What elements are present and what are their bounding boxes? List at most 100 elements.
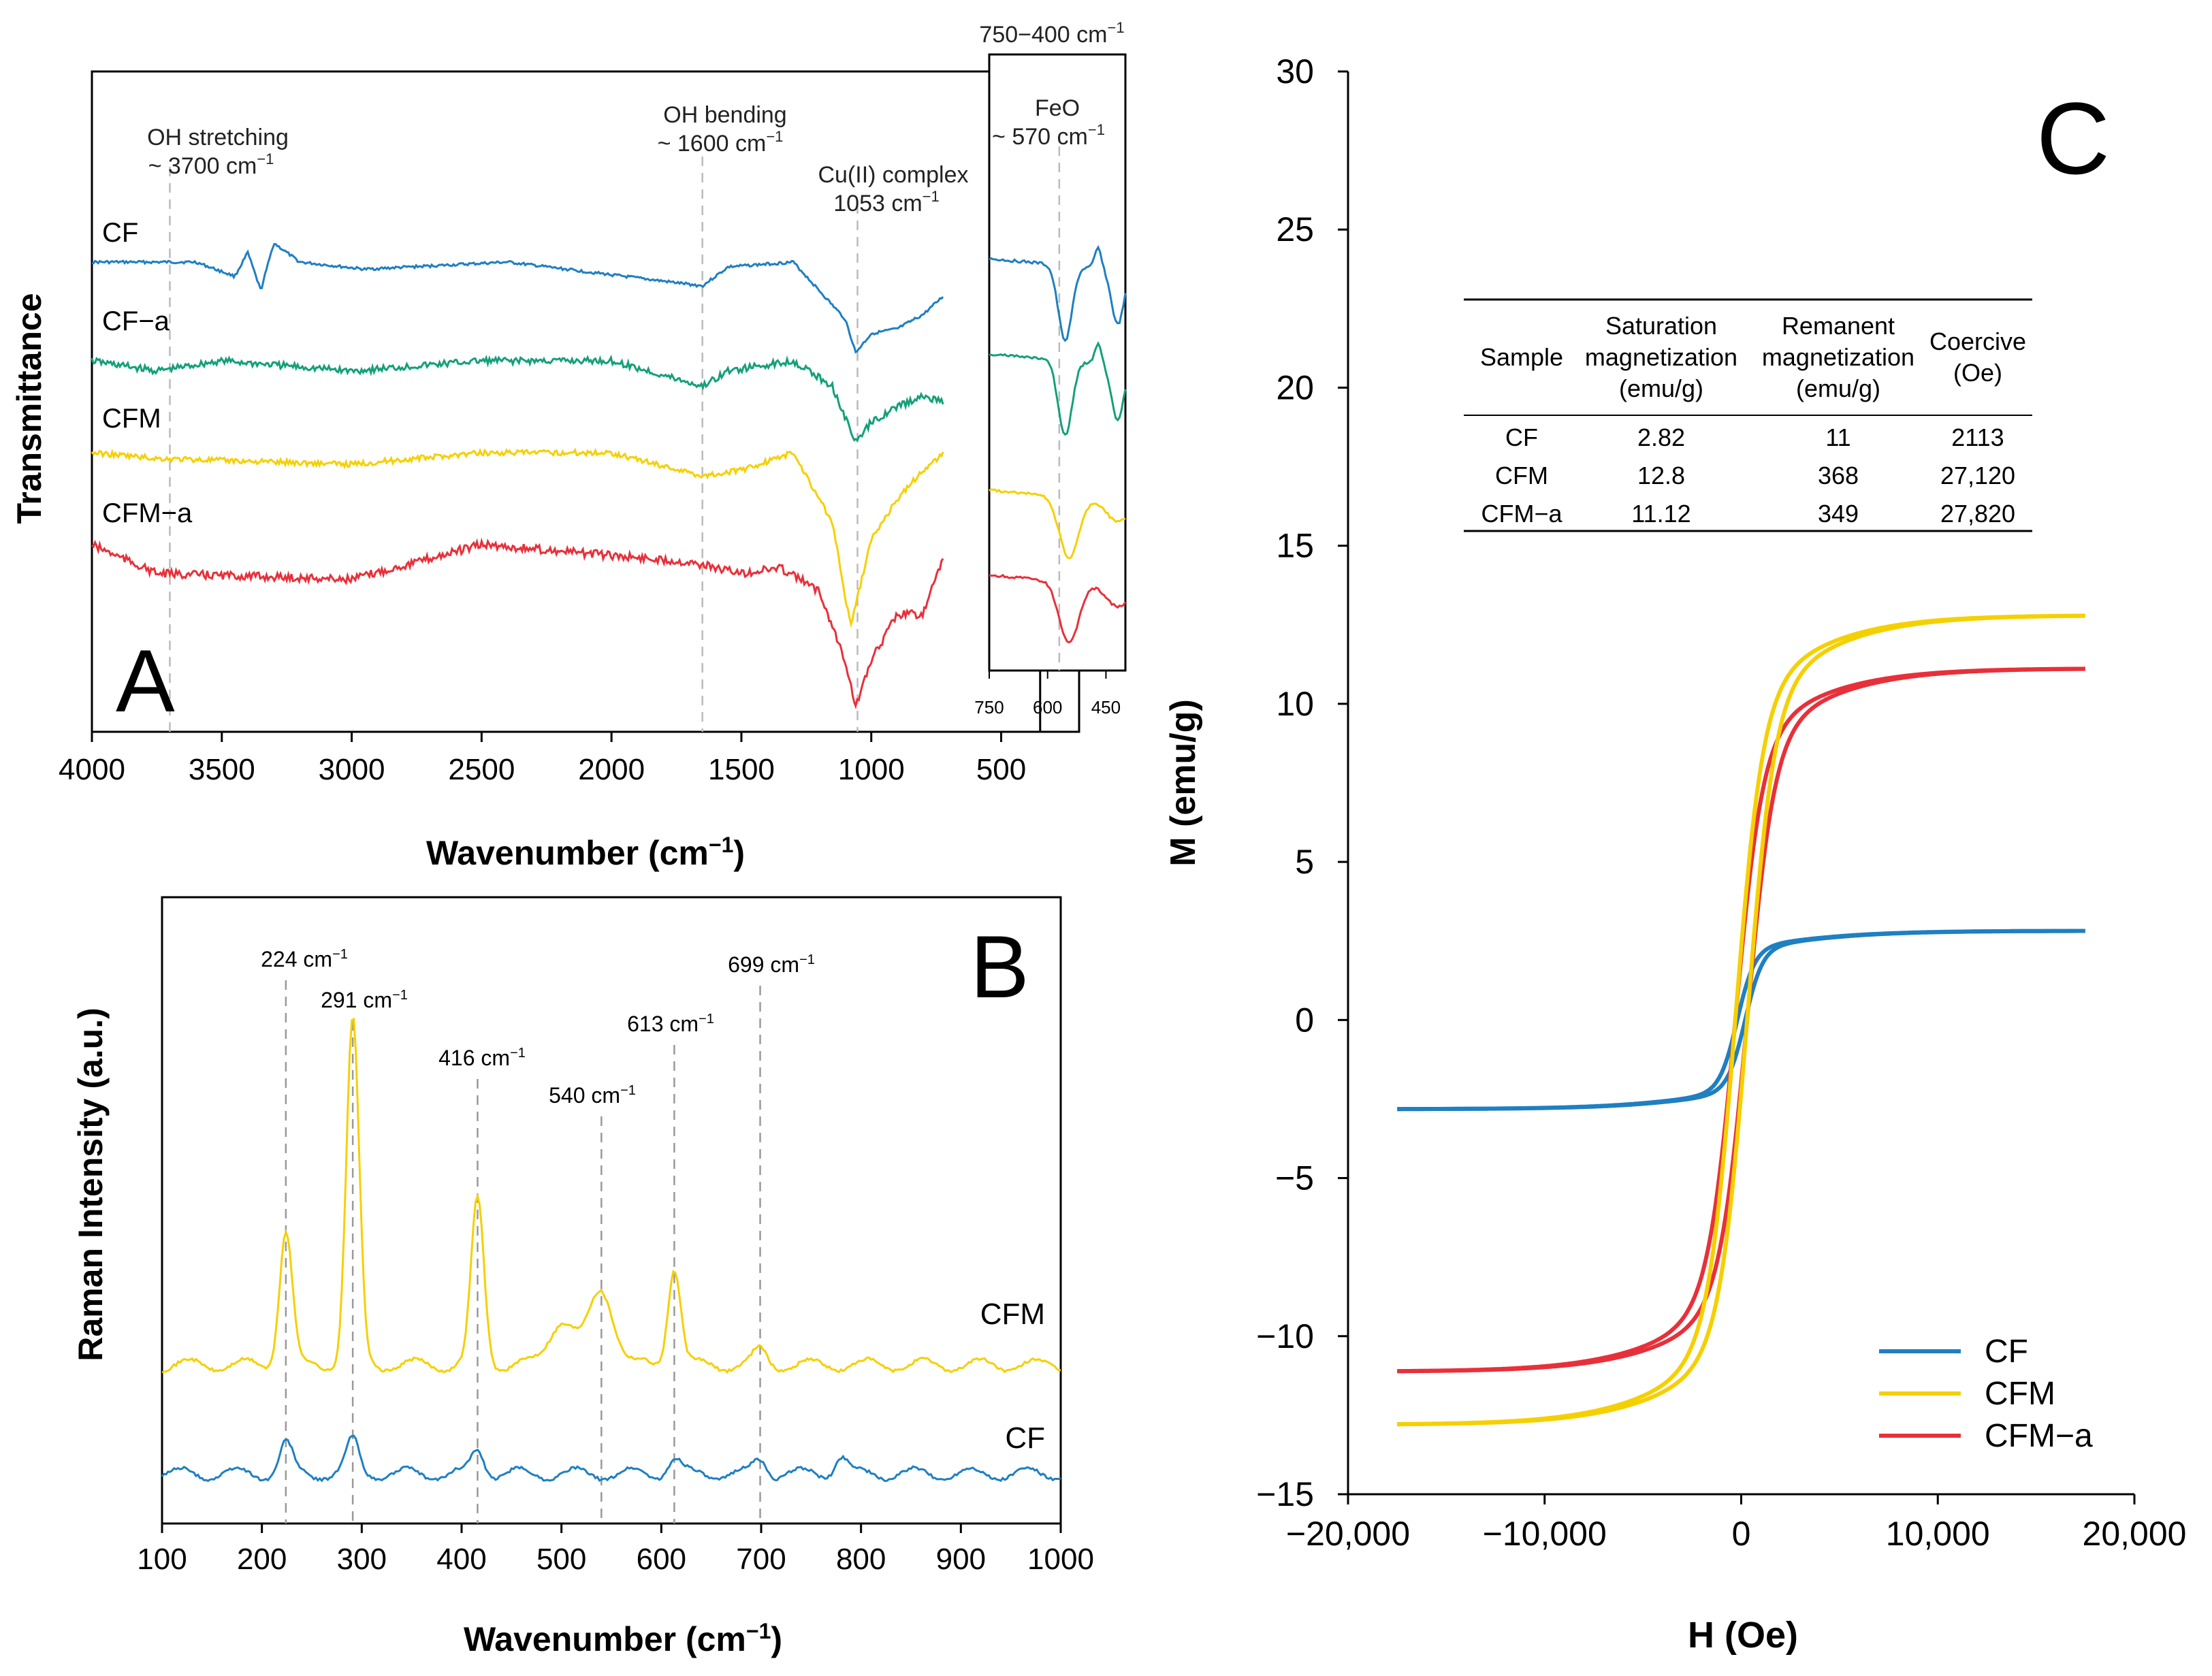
panel-b-x-tick-label: 800 (836, 1543, 886, 1576)
panel-a-x-tick-label: 1500 (708, 753, 775, 786)
panel-a-inset-series-cfm (989, 488, 1126, 560)
panel-b-label-cfm: CFM (980, 1298, 1045, 1331)
legend-label-cf: CF (1985, 1334, 2028, 1370)
magnetic-properties-table: Sample Saturation magnetization (emu/g) Rema… (1464, 298, 2032, 532)
panel-c-series-cfm-down (1397, 613, 2085, 1427)
panel-a-inset-tick-label: 450 (1091, 697, 1121, 718)
table-cell: 2113 (1951, 423, 2004, 451)
panel-c-legend: CF CFM CFM−a (1879, 1334, 2093, 1454)
panel-c-y-tick-label: 20 (1276, 368, 1314, 406)
panel-b-peak-label: 224 cm−1 (261, 947, 348, 971)
panel-a-x-tick-label: 3500 (189, 753, 255, 786)
panel-c-x-tick-label: 10,000 (1886, 1515, 1990, 1553)
panel-c-series-cf-down (1397, 929, 2085, 1112)
panel-c-ylabel: M (emu/g) (1164, 699, 1203, 867)
annotation-oh-stretching-value: ~ 3700 cm−1 (148, 150, 274, 179)
panel-a-inset-series-cf (989, 244, 1127, 342)
panel-c-y-tick-label: 10 (1276, 685, 1314, 723)
panel-a-series-cfm-a (91, 537, 944, 710)
panel-a-series-cf-a (91, 354, 944, 442)
annotation-oh-bending: OH bending (663, 102, 786, 128)
panel-c-y-tick-label: −10 (1256, 1317, 1314, 1355)
panel-c-letter: C (2036, 81, 2110, 195)
table-cell: CFM (1495, 462, 1548, 489)
annotation-oh-stretching: OH stretching (147, 125, 289, 150)
table-cell: CF (1505, 423, 1538, 451)
table-header-cell: (Oe) (1953, 359, 2002, 387)
panel-b-peak-label: 540 cm−1 (549, 1083, 636, 1108)
table-cell: 27,820 (1940, 500, 2015, 528)
panel-a-letter: A (116, 631, 175, 730)
panel-a-series-cfm (91, 447, 944, 628)
table-cell: 27,120 (1940, 462, 2015, 489)
panel-a-ftir: 4000 3500 3000 2500 2000 1500 1000 500 750 600 45… (10, 19, 1127, 872)
panel-a-ylabel: Transmittance (10, 293, 48, 523)
annotation-oh-bending-value: ~ 1600 cm−1 (658, 128, 784, 157)
panel-c-y-tick-label: 0 (1295, 1001, 1314, 1039)
panel-b-series-cf (161, 1434, 1061, 1483)
panel-a-xlabel: Wavenumber (cm−1) (426, 833, 745, 872)
panel-a-series-label: CF (102, 218, 138, 248)
panel-b-label-cf: CF (1005, 1421, 1045, 1455)
panel-c-series-cfm-up (1397, 613, 2085, 1427)
panel-a-guides (169, 146, 1061, 732)
panel-b-series (161, 1017, 1061, 1483)
panel-b-x-tick-label: 1000 (1027, 1543, 1094, 1576)
panel-c-y-ticks: 30 25 20 15 10 5 0 −5 −10 −15 (1256, 52, 1348, 1513)
panel-b-x-tick-label: 700 (736, 1543, 786, 1576)
panel-a-x-tick-label: 4000 (59, 753, 125, 786)
panel-a-inset-series-cf-a (989, 341, 1127, 436)
panel-b-peak-label: 291 cm−1 (321, 988, 408, 1012)
panel-c-x-tick-label: 0 (1732, 1515, 1751, 1553)
panel-a-series-cf (91, 242, 944, 354)
panel-a-x-ticks: 4000 3500 3000 2500 2000 1500 1000 500 (59, 671, 1042, 786)
annotation-inset-range: 750−400 cm−1 (979, 19, 1124, 48)
table-header-cell: magnetization (1762, 343, 1914, 371)
panel-a-x-tick-label: 2500 (448, 753, 515, 786)
panel-c-x-tick-label: −20,000 (1286, 1515, 1410, 1553)
panel-a-inset-tick-label: 600 (1033, 697, 1062, 718)
panel-c-y-tick-label: 30 (1276, 52, 1314, 91)
table-header-cell: Remanent (1782, 312, 1895, 340)
table-header-cell: (emu/g) (1619, 374, 1703, 402)
panel-b-ylabel: Raman Intensity (a.u.) (71, 1008, 110, 1361)
legend-label-cfm: CFM (1985, 1376, 2055, 1412)
table-cell: 11 (1825, 423, 1850, 451)
table-header-cell: Saturation (1605, 312, 1717, 340)
panel-a-x-tick-label: 500 (976, 753, 1026, 786)
panel-a-series: CF CF−a CFM CFM−a (91, 218, 1127, 710)
panel-c-y-tick-label: 25 (1276, 210, 1314, 248)
panel-b-x-tick-label: 400 (436, 1543, 486, 1576)
panel-c-series (1397, 613, 2085, 1427)
panel-b-x-ticks: 100 200 300 400 500 600 700 800 900 1000 (137, 1524, 1094, 1576)
panel-c-series-cfm-a-up (1397, 666, 2085, 1374)
table-cell: 349 (1818, 500, 1859, 528)
panel-b-frame (161, 896, 1062, 1525)
table-cell: 12.8 (1637, 462, 1685, 489)
panel-c-y-tick-label: −5 (1275, 1159, 1314, 1197)
panel-c-y-tick-label: −15 (1256, 1475, 1314, 1513)
table-cell: CFM−a (1481, 500, 1562, 528)
panel-a-series-label: CFM−a (102, 498, 193, 528)
panel-b-xlabel: Wavenumber (cm−1) (464, 1619, 782, 1658)
panel-a-inset-tick-label: 750 (974, 697, 1004, 718)
panel-b-x-tick-label: 900 (936, 1543, 986, 1576)
annotation-cu-complex-value: 1053 cm−1 (833, 188, 940, 216)
panel-c-y-tick-label: 15 (1276, 527, 1314, 565)
panel-b-peak-label: 416 cm−1 (438, 1046, 526, 1070)
panel-b-x-tick-label: 600 (637, 1543, 686, 1576)
panel-b-series-cfm (161, 1017, 1061, 1374)
panel-c-y-tick-label: 5 (1295, 843, 1314, 881)
panel-a-series-label: CF−a (102, 306, 170, 336)
panel-a-inset-ticks: 750 600 450 (974, 671, 1121, 718)
table-cell: 2.82 (1637, 423, 1685, 451)
panel-b-peak-label: 613 cm−1 (627, 1012, 714, 1036)
table-cell: 368 (1818, 462, 1859, 489)
panel-a-inset-series-cfm-a (989, 573, 1127, 644)
panel-b-raman: 224 cm−1 291 cm−1 416 cm−1 540 cm−1 613 cm−1… (71, 896, 1094, 1658)
annotation-cu-complex: Cu(II) complex (818, 162, 968, 188)
table-header-cell: magnetization (1585, 343, 1737, 371)
panel-b-peak-label: 699 cm−1 (728, 952, 815, 977)
panel-c-series-cfm-a-down (1397, 666, 2085, 1374)
